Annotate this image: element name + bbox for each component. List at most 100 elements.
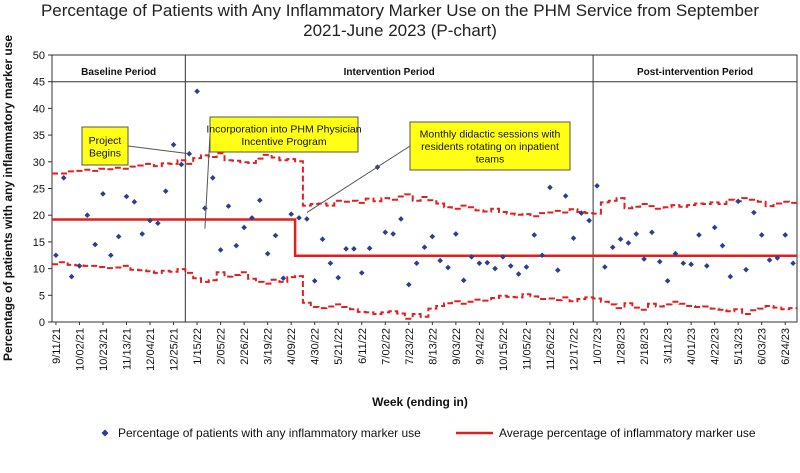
period-label: Post-intervention Period (637, 67, 753, 78)
data-point (735, 198, 741, 205)
data-point (711, 224, 718, 231)
x-tick-label: 2/26/22 (239, 328, 251, 365)
data-point (155, 220, 161, 227)
x-tick-label: 10/23/21 (98, 328, 110, 371)
data-point (382, 229, 389, 236)
annotation-text: teams (476, 154, 505, 166)
x-tick-label: 4/22/23 (710, 328, 722, 365)
x-tick-label: 2/05/22 (216, 328, 228, 365)
x-tick-label: 9/03/22 (451, 328, 463, 365)
data-points (53, 88, 796, 288)
x-tick-label: 11/05/22 (521, 328, 533, 370)
legend: Percentage of patients with any inflamma… (101, 426, 756, 440)
data-point (649, 229, 655, 236)
y-tick-label: 5 (39, 290, 45, 302)
legend-label: Average percentage of inflammatory marke… (499, 426, 756, 440)
annotation-box (81, 126, 129, 166)
data-point (453, 231, 459, 237)
data-point (602, 264, 608, 270)
x-tick-label: 6/11/22 (357, 328, 369, 364)
data-point (264, 250, 271, 257)
data-point (790, 260, 796, 267)
data-point (664, 278, 671, 284)
data-point (492, 265, 498, 272)
annotation-text: Project (89, 135, 122, 147)
x-axis: 9/11/21 10/02/21 10/23/21 11/13/21 12/04/21 1… (51, 322, 792, 371)
y-tick-label: 10 (33, 264, 45, 276)
data-point (358, 270, 365, 276)
x-tick-label: 5/21/22 (333, 328, 345, 365)
data-point (609, 244, 616, 251)
data-point (68, 273, 75, 280)
data-point (304, 216, 310, 222)
period-dividers (184, 55, 594, 322)
data-point (241, 224, 247, 231)
legend-label: Percentage of patients with any inflamma… (118, 426, 421, 440)
x-tick-label: 10/15/22 (498, 328, 510, 371)
x-tick-label: 3/19/22 (263, 328, 275, 365)
y-axis: 0 5 10 15 20 25 30 35 40 45 50 (33, 50, 52, 329)
data-point (656, 258, 663, 265)
x-tick-label: 6/03/23 (757, 328, 769, 365)
plot-border (51, 54, 798, 323)
data-point (249, 215, 255, 221)
data-point (539, 252, 545, 259)
x-tick-label: 7/02/22 (380, 328, 392, 365)
x-tick-label: 1/07/23 (592, 328, 604, 365)
data-point (257, 197, 263, 204)
y-tick-label: 20 (33, 210, 45, 222)
data-point (139, 231, 145, 237)
period-label: Baseline Period (81, 67, 156, 78)
data-point (100, 191, 106, 197)
data-point (225, 203, 232, 209)
data-point (625, 240, 632, 246)
x-tick-label: 8/13/22 (427, 328, 439, 365)
data-point (178, 161, 185, 168)
average-line-path (52, 218, 797, 258)
x-tick-label: 1/28/23 (616, 328, 628, 365)
data-point (296, 215, 302, 221)
data-point (688, 261, 694, 268)
x-tick-label: 10/02/21 (74, 328, 86, 371)
y-tick-label: 40 (33, 103, 45, 115)
data-point (468, 254, 475, 260)
annotation-text: Begins (89, 147, 121, 159)
data-point (766, 257, 773, 263)
data-point (586, 217, 592, 224)
data-point (390, 231, 396, 237)
data-point (53, 252, 59, 259)
data-point (217, 247, 224, 253)
y-tick-label: 25 (33, 184, 45, 196)
data-point (186, 150, 193, 157)
data-point (327, 260, 334, 267)
plot-frame (51, 54, 798, 323)
period-labels: Baseline Period Intervention Period Post-i… (81, 67, 753, 78)
data-point (476, 260, 483, 267)
data-point (280, 275, 287, 282)
chart-title: Percentage of Patients with Any Inflamma… (41, 1, 759, 40)
data-point (751, 209, 757, 216)
annotation-leader (306, 145, 411, 213)
data-point (421, 244, 428, 251)
data-point (547, 184, 553, 191)
x-tick-label: 12/04/21 (145, 328, 157, 371)
data-point (76, 263, 83, 269)
x-tick-label: 12/17/22 (569, 328, 581, 371)
data-point (555, 267, 561, 274)
data-point (570, 235, 577, 241)
annotation-box (409, 121, 571, 171)
x-tick-label: 3/11/23 (663, 328, 675, 364)
y-tick-label: 50 (33, 50, 45, 62)
data-point (319, 236, 326, 243)
data-point (343, 246, 349, 252)
data-point (92, 241, 98, 248)
data-point (727, 273, 734, 280)
data-point (484, 259, 491, 266)
data-point (209, 175, 216, 181)
x-tick-label: 11/26/22 (545, 328, 557, 370)
average-line (52, 218, 797, 258)
x-tick-label: 5/13/23 (733, 328, 745, 365)
data-point (108, 252, 114, 259)
y-tick-label: 30 (33, 157, 45, 169)
